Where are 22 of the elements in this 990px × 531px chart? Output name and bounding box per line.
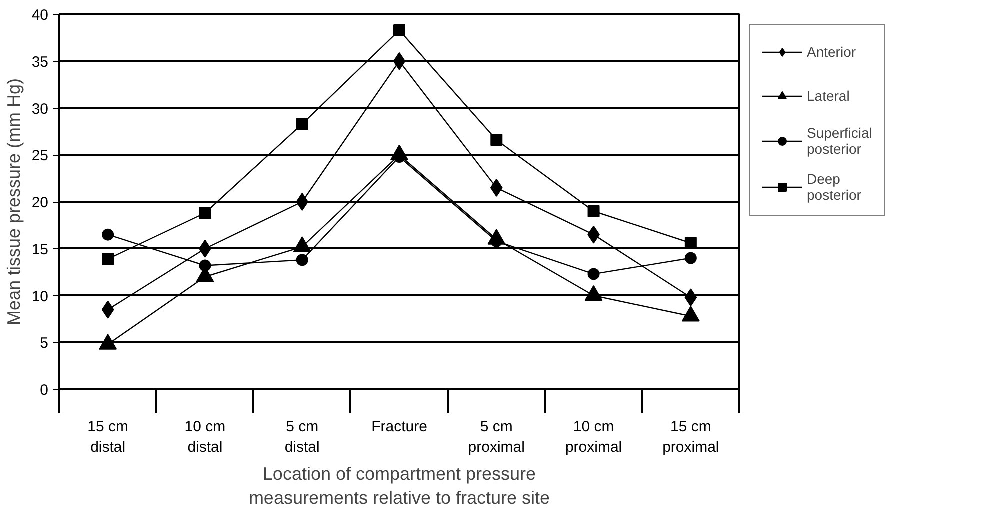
x-tick-label: 10 cm proximal [565,418,622,456]
y-tick-label: 35 [32,54,49,71]
y-tick-label: 20 [32,194,49,212]
legend-label: Deep posterior [807,171,862,203]
x-axis-title: Location of compartment pressure measurements relative to fracture site [248,464,550,508]
y-tick-label: 40 [32,7,49,24]
y-tick-label: 15 [32,241,49,258]
legend-label: Superficial posterior [807,125,872,157]
y-tick-label: 30 [32,100,49,118]
x-tick-label: 15 cm distal [88,418,129,456]
y-tick-label: 10 [32,288,49,306]
y-tick-label: 5 [40,335,48,352]
legend-label: Anterior [807,43,856,62]
legend-label: Lateral [807,87,850,106]
x-tick-label: 10 cm distal [184,418,226,456]
y-axis-title: Mean tissue pressure (mm Hg) [4,78,24,326]
x-tick-label: 5 cm proximal [468,418,525,456]
x-tick-label: 5 cm distal [284,418,320,456]
y-tick-label: 0 [40,382,48,399]
y-tick-label: 25 [32,148,49,165]
x-tick-label: Fracture [372,418,428,436]
x-tick-label: 15 cm proximal [662,418,720,456]
